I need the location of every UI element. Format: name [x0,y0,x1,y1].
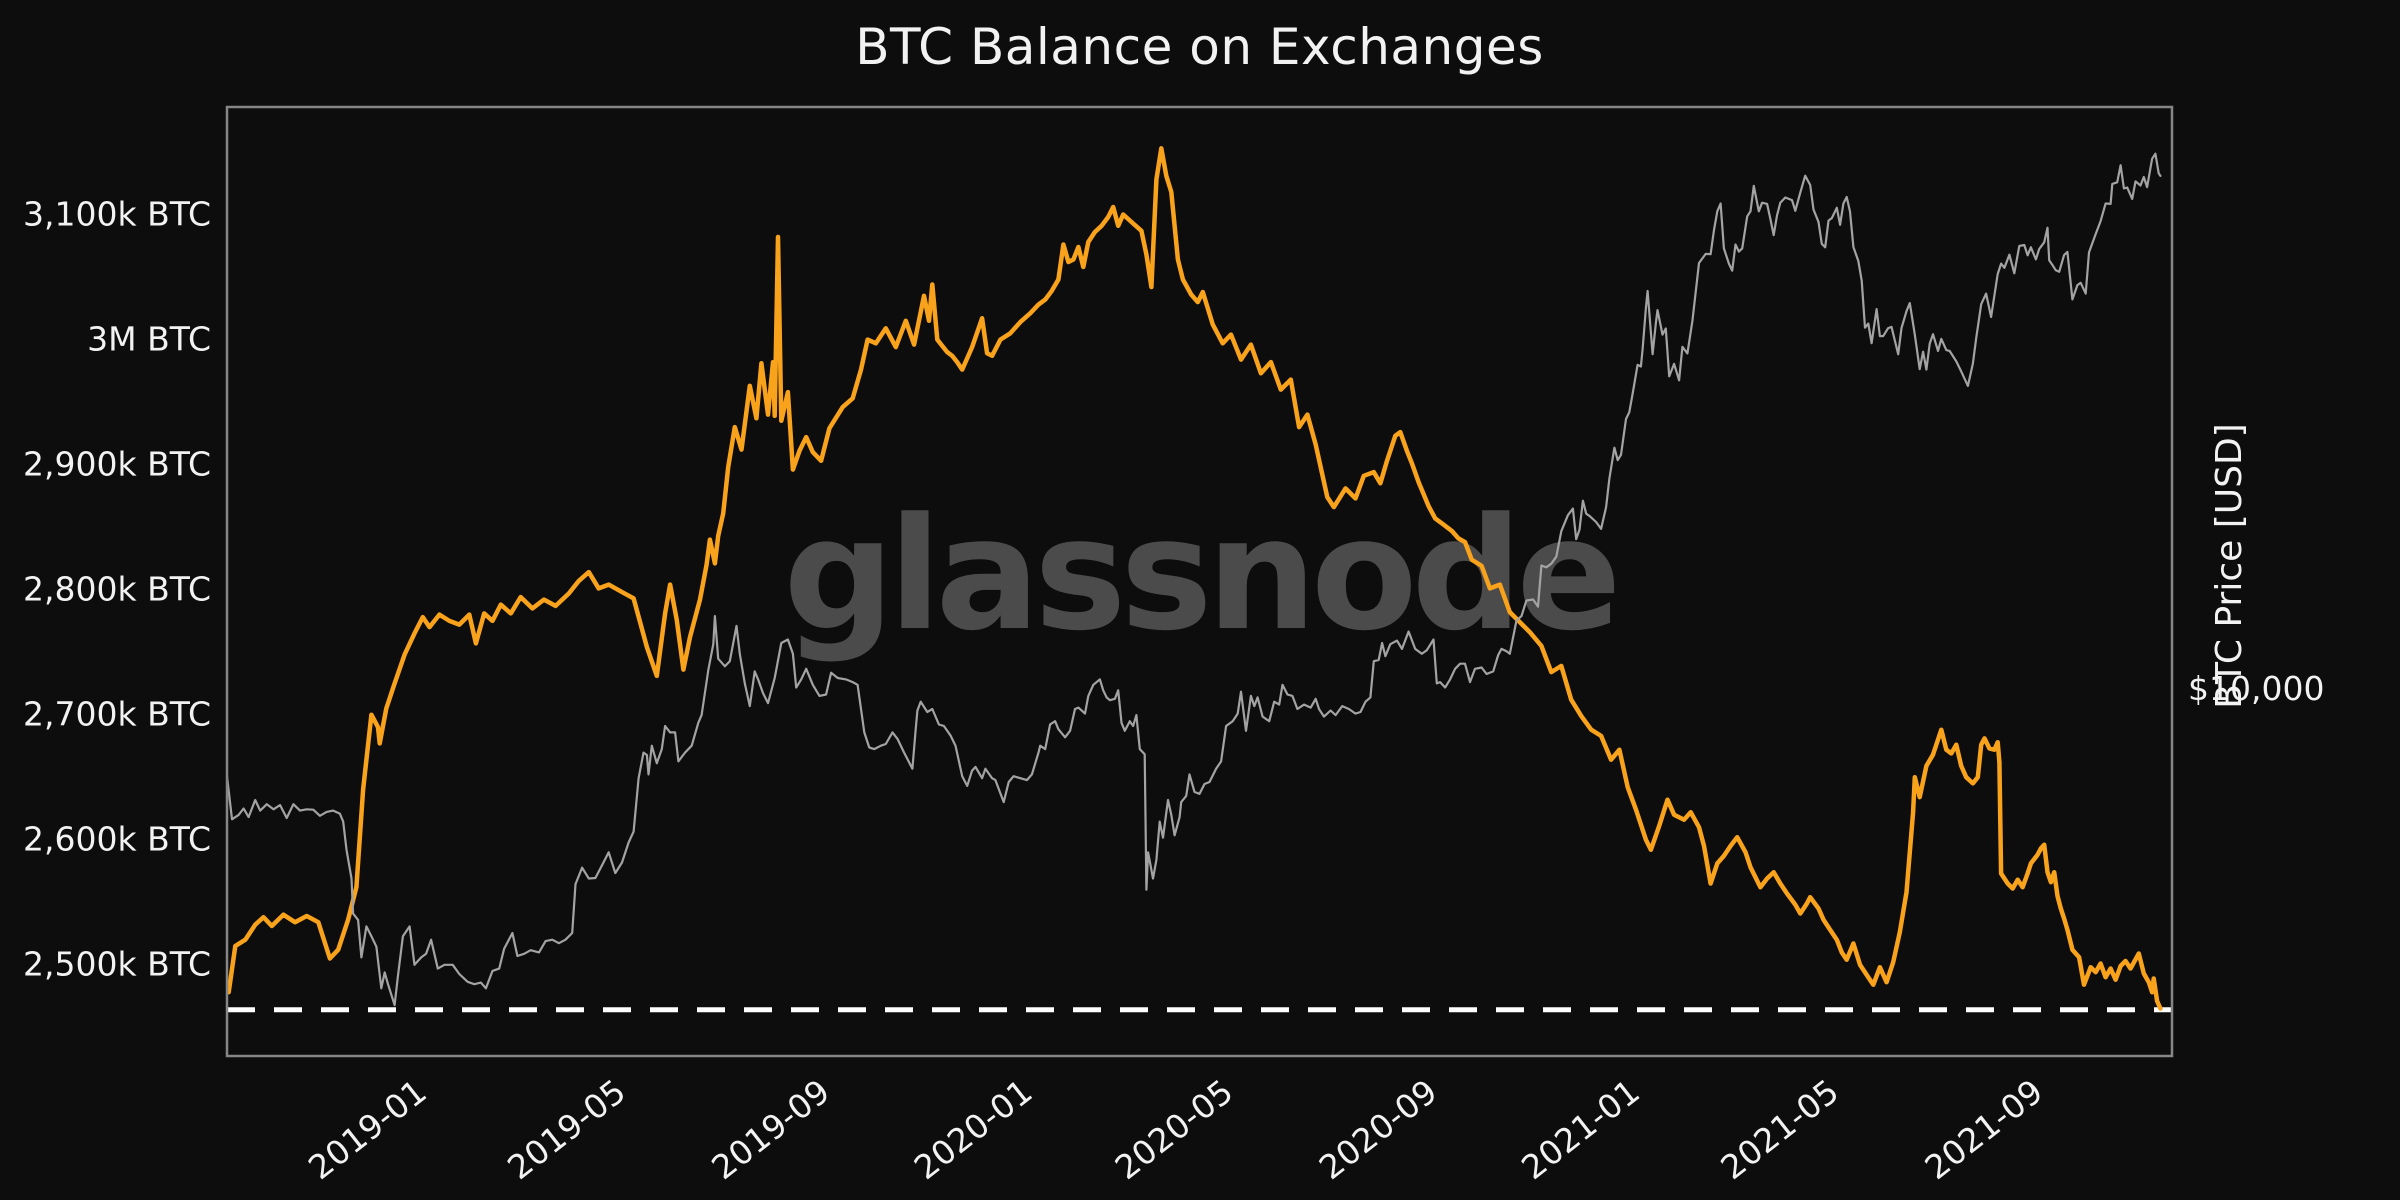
balance-series-line [226,146,2163,1011]
right-axis-title: BTC Price [USD] [2208,423,2250,709]
x-axis-tick-label: 2021-05 [1713,1072,1846,1188]
y-axis-left-tick-label: 2,600k BTC [23,820,211,859]
y-axis-left-tick-label: 2,800k BTC [23,570,211,609]
x-axis-tick-label: 2021-01 [1514,1072,1647,1188]
chart-title: BTC Balance on Exchanges [855,18,1544,76]
x-axis-tick-label: 2020-01 [907,1072,1040,1188]
x-axis-tick-label: 2019-09 [704,1072,837,1188]
y-axis-left-tick-label: 2,900k BTC [23,445,211,484]
x-axis-tick-label: 2020-09 [1312,1072,1445,1188]
y-axis-left-tick-label: 2,500k BTC [23,945,211,984]
x-axis-tick-label: 2021-09 [1917,1072,2050,1188]
x-axis-tick-label: 2020-05 [1108,1072,1241,1188]
price-series-line [225,152,2162,1007]
y-axis-right-tick-label: $10,000 [2188,669,2324,708]
y-axis-left-tick-label: 2,700k BTC [23,695,211,734]
x-axis-tick-label: 2019-05 [500,1072,633,1188]
y-axis-left-tick-label: 3,100k BTC [23,195,211,234]
y-axis-left-tick-label: 3M BTC [87,320,211,359]
x-axis-tick-label: 2019-01 [301,1072,434,1188]
plot-border [225,105,2174,1058]
